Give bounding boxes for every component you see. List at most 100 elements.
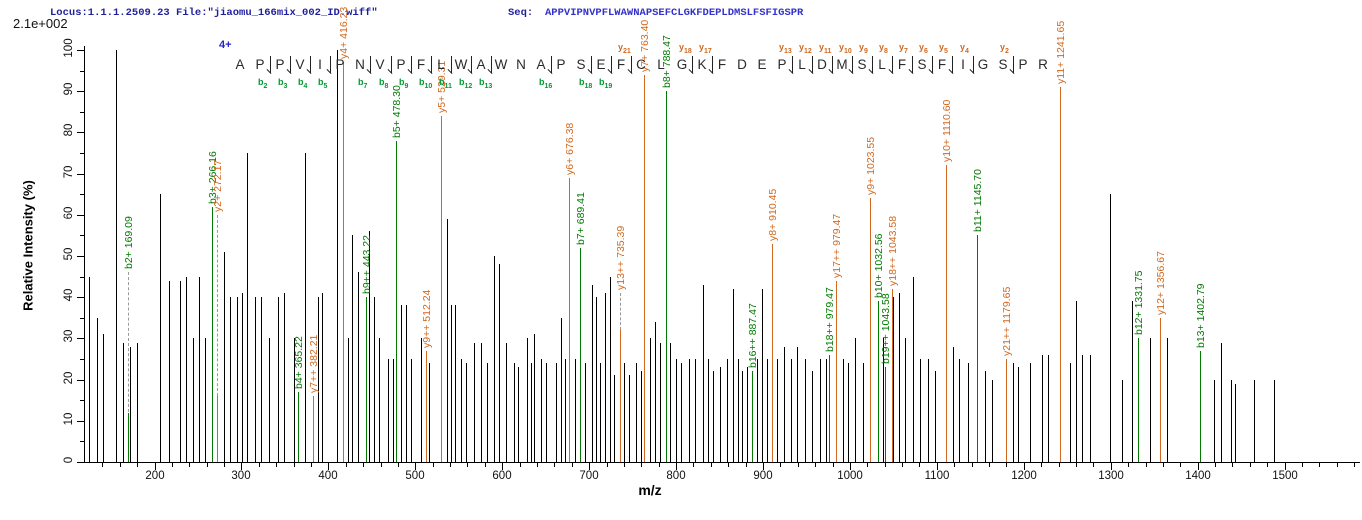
spectrum-peak (913, 277, 914, 462)
fragment-peak-b9++ (366, 297, 367, 462)
y-tick-label: 30 (63, 329, 75, 343)
spectrum-peak (985, 371, 986, 462)
spectrum-peak (89, 277, 90, 462)
y-ion-marker: y8 (879, 42, 888, 55)
spectrum-peak (169, 281, 170, 462)
b-ion-marker: b8 (379, 77, 389, 90)
residue: L (798, 57, 806, 72)
cleavage-bar (310, 56, 311, 73)
cleavage-bar (270, 56, 271, 73)
residue: P (396, 57, 406, 72)
x-minor-tick (607, 463, 608, 467)
spectrum-peak (600, 363, 601, 462)
fragment-label-y8+: y8+ 910.45 (767, 188, 779, 241)
x-tick-label: 1200 (1011, 470, 1037, 482)
x-minor-tick (1180, 463, 1181, 467)
spectrum-peak (1231, 380, 1232, 462)
residue: P (335, 57, 345, 72)
y-major-tick (77, 338, 84, 339)
x-tick-label: 200 (145, 470, 165, 482)
fragment-label-b9++: b9++ 443.22 (361, 235, 373, 294)
fragment-peak-b16++ (752, 371, 753, 462)
y-major-tick (77, 380, 84, 381)
x-major-tick (415, 463, 416, 470)
spectrum-peak (494, 256, 495, 462)
spectrum-peak (1167, 338, 1168, 462)
spectrum-peak (953, 347, 954, 462)
residue: I (318, 57, 322, 72)
x-axis-title: m/z (638, 482, 662, 498)
spectrum-peak (1235, 384, 1236, 462)
spectrum-peak (369, 231, 370, 462)
x-minor-tick (1146, 463, 1147, 467)
spectrum-peak (499, 264, 500, 462)
spectrum-peak (255, 297, 256, 462)
cleavage-bar (330, 56, 331, 73)
x-minor-tick (728, 463, 729, 467)
spectrum-peak (848, 363, 849, 462)
spectrum-peak (805, 359, 806, 462)
spectrum-peak (406, 305, 407, 462)
spectrum-peak (1110, 194, 1111, 462)
residue: P (556, 57, 566, 72)
x-tick-label: 600 (492, 470, 512, 482)
x-minor-tick (693, 463, 694, 467)
cleavage-bar (451, 56, 452, 73)
x-major-tick (502, 463, 503, 470)
cleavage-bar (471, 56, 472, 73)
x-minor-tick (294, 463, 295, 467)
label-connector (128, 272, 129, 412)
cleavage-bar (973, 56, 974, 73)
spectrum-peak (820, 359, 821, 462)
spectrum-peak (466, 363, 467, 462)
y-tick-label: 100 (63, 38, 75, 58)
cleavage-bar (290, 56, 291, 73)
spectrum-peak (636, 363, 637, 462)
spectrum-peak (421, 338, 422, 462)
x-minor-tick (1076, 463, 1077, 467)
residue: D (737, 57, 747, 72)
cleavage-bar (591, 56, 592, 73)
cleavage-bar (611, 56, 612, 73)
b-ion-marker: b3 (278, 77, 288, 90)
fragment-label-y17++: y17++ 979.47 (831, 213, 843, 278)
y-minor-tick (80, 359, 84, 360)
spectrum-peak (193, 338, 194, 462)
spectrum-peak (843, 359, 844, 462)
x-minor-tick (989, 463, 990, 467)
spectrum-peak (322, 293, 323, 462)
spectrum-peak (742, 371, 743, 462)
spectrum-peak (1082, 355, 1083, 462)
spectrum-peak (797, 347, 798, 462)
fragment-peak-b12+ (1138, 338, 1139, 462)
cleavage-bar (712, 56, 713, 73)
y-tick-label: 0 (63, 456, 75, 464)
label-connector (217, 215, 218, 396)
spectrum-peak (531, 363, 532, 462)
y-major-tick (77, 297, 84, 298)
y-ion-marker: y21 (618, 42, 631, 55)
spectrum-peak (777, 359, 778, 462)
spectrum-peak (1070, 363, 1071, 462)
x-minor-tick (450, 463, 451, 467)
fragment-peak-b5+ (396, 141, 397, 462)
spectrum-peak (713, 371, 714, 462)
spectrum-peak (812, 371, 813, 462)
residue: L (878, 57, 886, 72)
spectrum-peak (708, 359, 709, 462)
cleavage-bar (872, 56, 873, 73)
b-ion-marker: b11 (439, 77, 452, 90)
spectrum-peak (514, 363, 515, 462)
spectrum-peak (237, 297, 238, 462)
spectrum-peak (883, 338, 884, 462)
b-ion-marker: b10 (419, 77, 433, 90)
fragment-peak-b4+ (298, 392, 299, 462)
x-tick-label: 500 (405, 470, 425, 482)
b-ion-marker: b2 (258, 77, 268, 90)
cleavage-bar (692, 56, 693, 73)
x-minor-tick (172, 463, 173, 467)
spectrum-peak (455, 305, 456, 462)
b-ion-marker: b13 (479, 77, 493, 90)
b-ion-marker: b4 (298, 77, 308, 90)
y-major-tick (77, 50, 84, 51)
